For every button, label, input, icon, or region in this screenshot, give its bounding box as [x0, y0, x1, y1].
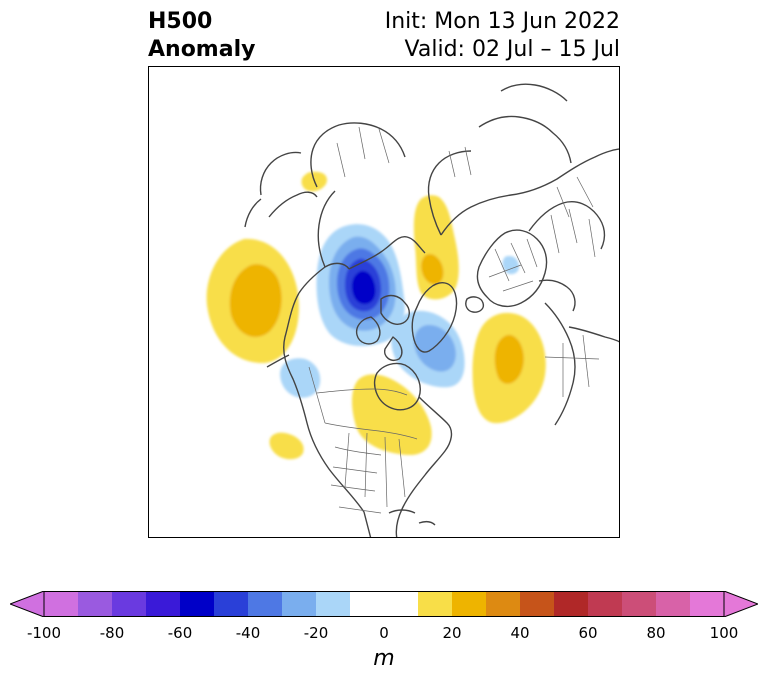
colorbar-outline [43, 591, 725, 617]
anomaly-siberia-weak-low [502, 256, 519, 275]
colorbar-tick-label: 80 [646, 624, 666, 642]
anomaly-map-canvas [206, 83, 619, 537]
anomaly-europe-ridge [413, 195, 459, 300]
map-dates: Init: Mon 13 Jun 2022 Valid: 02 Jul – 15… [385, 8, 620, 64]
anomaly-great-lakes-ridge [352, 374, 432, 456]
colorbar-segment [418, 591, 453, 617]
colorbar-segment [452, 591, 487, 617]
colorbar-segment [180, 591, 215, 617]
colorbar [10, 591, 758, 617]
anomaly-north-atlantic-ridge [472, 312, 546, 424]
colorbar-segment [78, 591, 113, 617]
colorbar-segment [622, 591, 657, 617]
colorbar-segment [248, 591, 283, 617]
colorbar-tick-labels: -100 -80 -60 -40 -20 0 20 40 60 80 100 [0, 624, 768, 644]
colorbar-segment [486, 591, 521, 617]
colorbar-tick-label: 100 [709, 624, 739, 642]
init-date: Init: Mon 13 Jun 2022 [384, 9, 620, 34]
colorbar-segment [520, 591, 555, 617]
colorbar-tick-label: -60 [167, 624, 193, 642]
colorbar-min-extension [10, 591, 45, 617]
country-borders [308, 126, 600, 514]
anomaly-arctic-canada-low [316, 224, 405, 347]
colorbar-segment [690, 591, 725, 617]
colorbar-tick-label: 0 [379, 624, 389, 642]
colorbar-tick-label: -80 [99, 624, 125, 642]
colorbar-segment [112, 591, 147, 617]
colorbar-tick-label: -20 [303, 624, 329, 642]
colorbar-segment [146, 591, 181, 617]
colorbar-tick-label: -40 [235, 624, 261, 642]
colorbar-tick-label: -100 [26, 624, 62, 642]
anomaly-sw-us-ridge [269, 432, 304, 460]
colorbar-segment [44, 591, 79, 617]
colorbar-tick-label: 40 [510, 624, 530, 642]
anomaly-map [148, 66, 620, 538]
colorbar-segment [282, 591, 317, 617]
colorbar-segment [350, 591, 385, 617]
colorbar-max-extension [723, 591, 758, 617]
colorbar-segment [656, 591, 691, 617]
title-variable: H500 [148, 9, 213, 34]
title-type: Anomaly [148, 37, 256, 62]
colorbar-segment [554, 591, 589, 617]
anomaly-pacific-nw-low [280, 358, 321, 398]
colorbar-segment [588, 591, 623, 617]
colorbar-segment [384, 591, 419, 617]
colorbar-segment [214, 591, 249, 617]
colorbar-segment [316, 591, 351, 617]
colorbar-tick-label: 60 [578, 624, 598, 642]
colorbar-tick-label: 20 [442, 624, 462, 642]
map-title: H500 Anomaly [148, 8, 255, 64]
colorbar-unit-label: m [373, 646, 395, 671]
coastlines [244, 83, 619, 537]
anomaly-gulf-of-alaska-ridge [206, 238, 299, 364]
valid-range: Valid: 02 Jul – 15 Jul [404, 37, 620, 62]
